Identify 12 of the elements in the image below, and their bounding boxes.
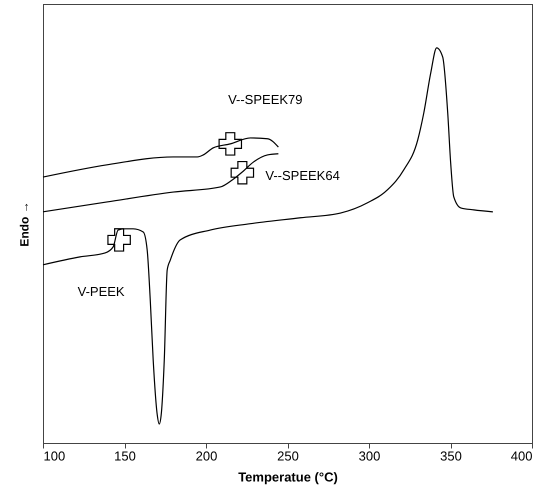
series-label: V--SPEEK64 [265,168,340,183]
series-label: V-PEEK [78,284,125,299]
x-axis-title: Temperatue (°C) [238,470,338,484]
text: V--SPEEK79 [228,92,303,107]
y-axis-title: Endo → [18,201,32,247]
x-tick-label: 400 [510,448,532,464]
x-tick-label: 300 [358,448,380,464]
x-tick-label: 350 [440,448,462,464]
x-tick-label: 150 [114,448,136,464]
x-tick-label: 250 [277,448,299,464]
x-tick-label: 200 [196,448,218,464]
x-tick-label: 100 [44,448,66,464]
